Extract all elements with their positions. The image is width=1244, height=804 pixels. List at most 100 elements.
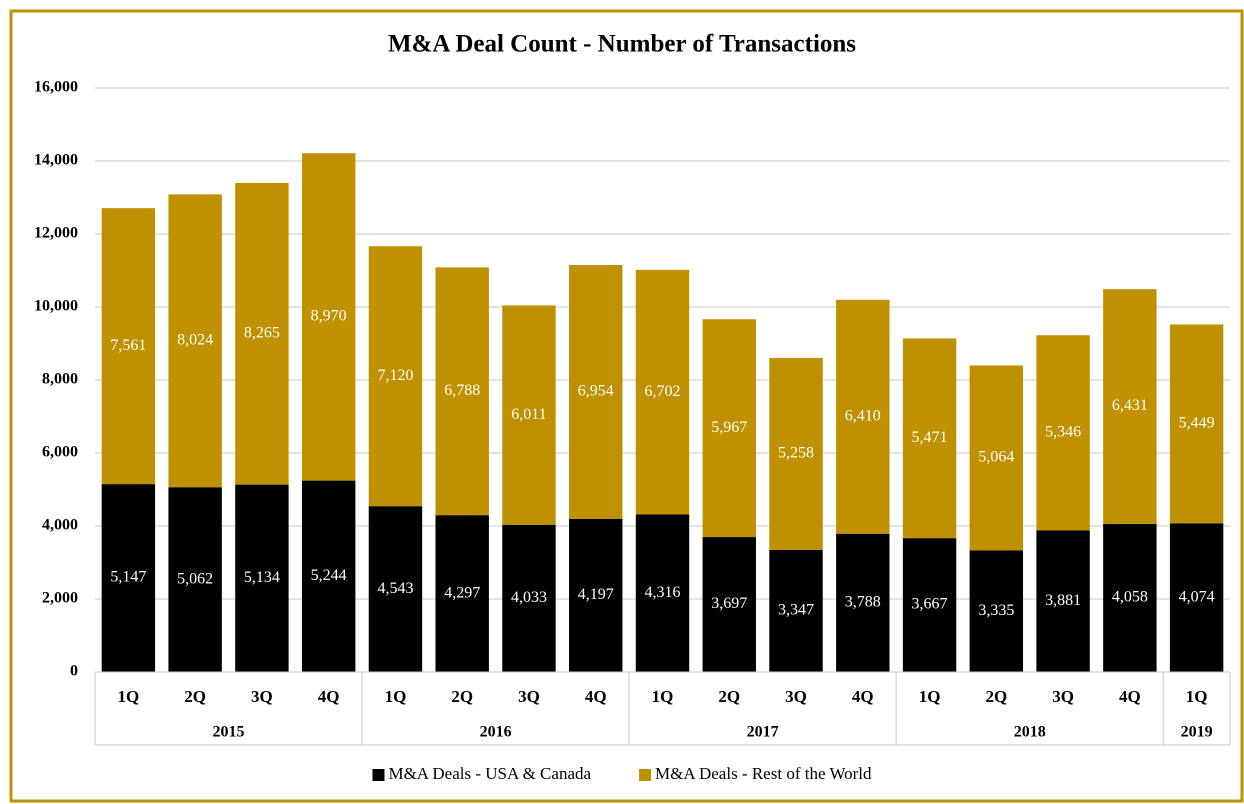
x-tick-label: 4Q — [585, 687, 607, 706]
bar-segment — [902, 338, 957, 539]
bar-segment — [969, 550, 1024, 672]
bar-segment — [635, 514, 690, 672]
data-label: 7,120 — [377, 367, 413, 384]
bar-segment — [769, 357, 823, 550]
bar-segment — [1103, 289, 1157, 524]
data-label: 5,471 — [912, 429, 948, 446]
data-label: 5,147 — [110, 569, 146, 586]
x-tick-label: 4Q — [318, 687, 340, 706]
x-tick-label: 3Q — [251, 687, 273, 706]
x-tick-label: 3Q — [1052, 687, 1074, 706]
data-label: 4,074 — [1179, 588, 1215, 605]
data-label: 7,561 — [110, 337, 146, 354]
y-tick-label: 8,000 — [42, 371, 78, 388]
data-label: 6,431 — [1112, 397, 1148, 414]
y-tick-label: 14,000 — [34, 152, 78, 169]
data-label: 3,697 — [711, 595, 747, 612]
x-tick-label: 3Q — [518, 687, 540, 706]
bar-segment — [435, 515, 489, 672]
data-label: 4,543 — [377, 580, 413, 597]
x-tick-label: 1Q — [118, 687, 140, 706]
bar-segment — [235, 484, 289, 672]
x-tick-label: 1Q — [385, 687, 407, 706]
bar-segment — [569, 518, 623, 672]
group-label: 2016 — [480, 724, 512, 741]
legend-label: M&A Deals - USA & Canada — [388, 764, 591, 783]
bar-segment — [635, 269, 690, 515]
y-tick-label: 0 — [70, 663, 78, 680]
y-tick-label: 6,000 — [42, 444, 78, 461]
data-label: 4,033 — [511, 589, 547, 606]
data-label: 5,064 — [978, 449, 1014, 466]
bar-segment — [301, 153, 356, 481]
y-tick-label: 16,000 — [34, 79, 78, 96]
group-label: 2019 — [1181, 724, 1213, 741]
bar-segment — [368, 506, 423, 672]
bar-segment — [168, 487, 222, 672]
data-label: 8,265 — [244, 324, 280, 341]
bar-segment — [1036, 530, 1090, 672]
x-tick-label: 4Q — [852, 687, 874, 706]
data-label: 4,316 — [645, 584, 681, 601]
data-label: 6,011 — [511, 406, 546, 423]
bar-segment — [435, 267, 489, 516]
y-tick-label: 4,000 — [42, 517, 78, 534]
data-label: 5,449 — [1179, 415, 1215, 432]
group-label: 2017 — [747, 724, 779, 741]
group-label: 2018 — [1014, 724, 1046, 741]
data-label: 6,702 — [645, 383, 681, 400]
x-tick-label: 2Q — [718, 687, 740, 706]
data-label: 4,058 — [1112, 589, 1148, 606]
data-label: 3,335 — [978, 602, 1014, 619]
data-label: 8,970 — [311, 308, 347, 325]
legend-swatch — [372, 769, 385, 781]
data-label: 5,967 — [711, 419, 747, 436]
x-tick-label: 2Q — [451, 687, 473, 706]
bar-segment — [502, 524, 556, 672]
bar-segment — [301, 480, 356, 672]
data-label: 3,347 — [778, 602, 814, 619]
data-label: 5,346 — [1045, 423, 1081, 440]
bar-segment — [836, 533, 890, 672]
x-tick-label: 3Q — [785, 687, 807, 706]
data-label: 5,258 — [778, 445, 814, 462]
group-label: 2015 — [213, 724, 245, 741]
x-tick-label: 1Q — [1186, 687, 1208, 706]
legend-label: M&A Deals - Rest of the World — [655, 764, 872, 783]
data-label: 6,788 — [444, 382, 480, 399]
bar-segment — [702, 319, 756, 538]
y-tick-label: 10,000 — [34, 298, 78, 315]
bar-segment — [101, 484, 156, 672]
data-label: 8,024 — [177, 331, 213, 348]
chart-title: M&A Deal Count - Number of Transactions — [388, 31, 856, 58]
bar-segment — [836, 299, 890, 534]
bar-segment — [1103, 523, 1157, 672]
y-tick-label: 2,000 — [42, 590, 78, 607]
x-tick-label: 2Q — [985, 687, 1007, 706]
bar-segment — [1036, 335, 1090, 531]
y-tick-label: 12,000 — [34, 225, 78, 242]
x-tick-label: 1Q — [652, 687, 674, 706]
data-label: 5,062 — [177, 570, 213, 587]
bar-segment — [702, 537, 756, 672]
bar-segment — [502, 305, 556, 525]
x-tick-label: 2Q — [184, 687, 206, 706]
bar-segment — [368, 246, 423, 507]
data-label: 5,244 — [311, 567, 347, 584]
x-tick-label: 1Q — [919, 687, 941, 706]
data-label: 4,297 — [444, 584, 480, 601]
data-label: 3,881 — [1045, 592, 1081, 609]
data-label: 6,954 — [578, 383, 614, 400]
x-tick-label: 4Q — [1119, 687, 1141, 706]
bar-segment — [168, 194, 222, 488]
bar-segment — [1169, 324, 1224, 524]
bar-segment — [769, 549, 823, 672]
bar-segment — [902, 538, 957, 672]
data-label: 3,667 — [912, 596, 948, 613]
data-label: 4,197 — [578, 586, 614, 603]
bar-segment — [101, 208, 156, 485]
legend-swatch — [639, 769, 652, 781]
data-label: 6,410 — [845, 407, 881, 424]
bar-segment — [969, 365, 1024, 551]
